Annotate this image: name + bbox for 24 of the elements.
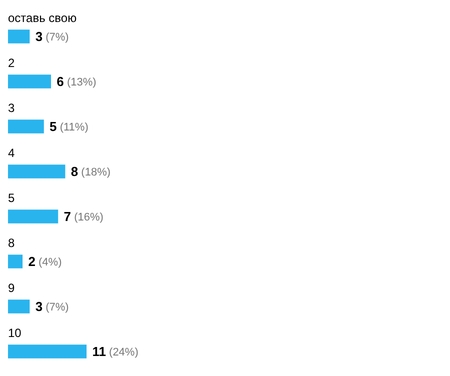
data-label: 2 (4%) — [28, 254, 62, 270]
bar — [8, 164, 66, 178]
y-tick-label: оставь свою — [8, 10, 77, 25]
y-tick-label: 9 — [8, 280, 15, 295]
bar — [8, 254, 23, 268]
data-label: 5 (11%) — [50, 119, 88, 134]
bar — [8, 74, 51, 88]
y-tick-label: 10 — [8, 326, 22, 340]
y-tick-label: 4 — [8, 146, 15, 160]
data-label: 11 (24%) — [92, 344, 138, 360]
data-label: 6 (13%) — [56, 74, 96, 90]
bar — [8, 30, 30, 44]
y-tick-label: 2 — [8, 56, 15, 70]
bar — [8, 120, 44, 134]
data-label: 3 (7%) — [35, 299, 69, 314]
bar — [8, 300, 30, 314]
bar — [8, 210, 58, 224]
y-tick-label: 5 — [8, 190, 15, 205]
data-label: 3 (7%) — [35, 29, 69, 44]
y-tick-label: 8 — [8, 236, 15, 250]
bar — [8, 344, 87, 358]
data-label: 7 (16%) — [64, 209, 104, 224]
y-tick-label: 3 — [8, 100, 15, 115]
data-label: 8 (18%) — [70, 164, 111, 180]
